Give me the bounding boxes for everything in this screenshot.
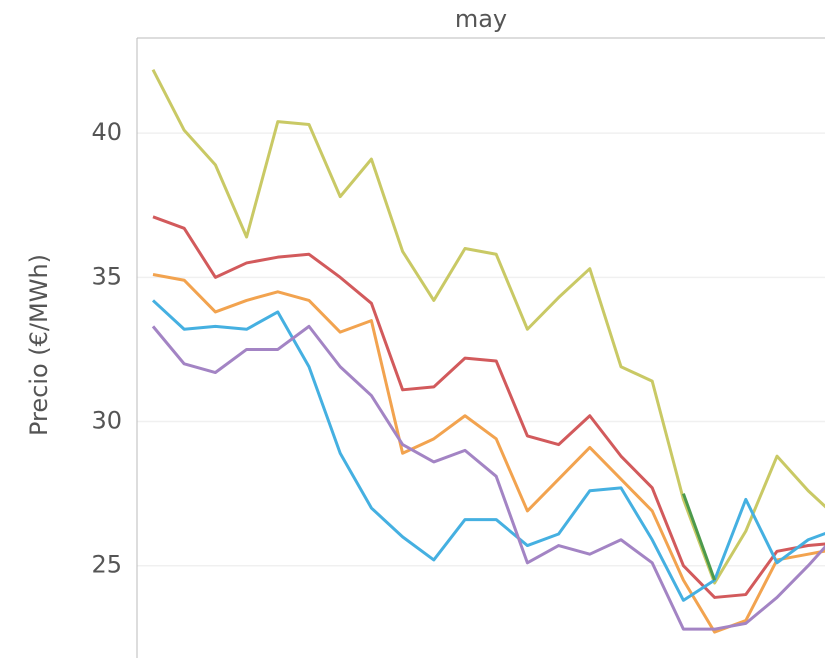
y-tick-label: 30 (91, 407, 122, 435)
y-tick-label: 25 (91, 551, 122, 579)
series-line (681, 493, 717, 581)
series-line (151, 299, 825, 602)
series-line (152, 272, 825, 634)
chart-title: may (455, 5, 507, 33)
series-line (152, 215, 825, 599)
series-line (151, 69, 825, 585)
y-tick-label: 35 (91, 262, 122, 290)
series-line (151, 324, 825, 631)
y-axis-label: Precio (€/MWh) (25, 254, 53, 436)
y-tick-label: 40 (91, 118, 122, 146)
